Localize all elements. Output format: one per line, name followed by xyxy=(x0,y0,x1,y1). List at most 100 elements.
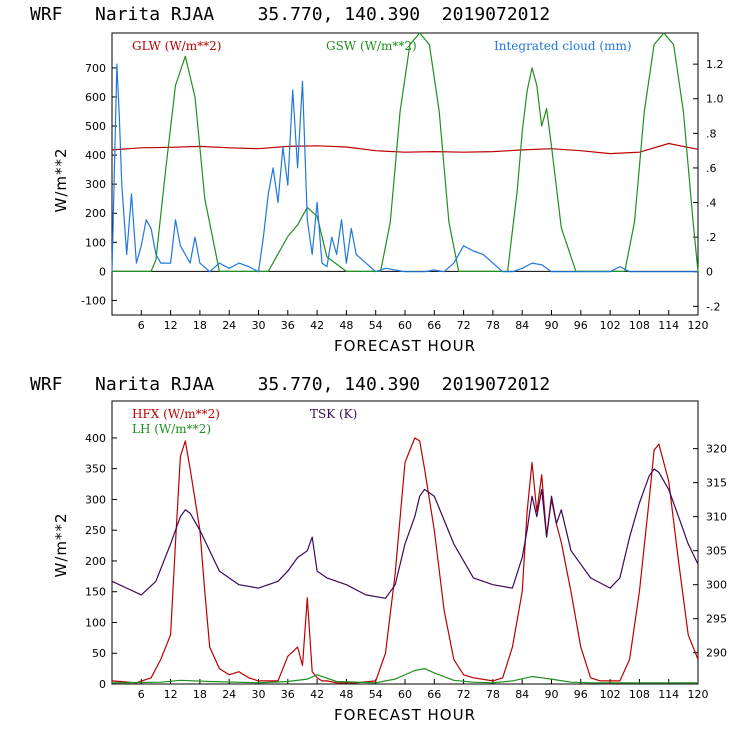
series-lh-line xyxy=(111,667,698,684)
x-tick-label: 120 xyxy=(688,319,709,332)
x-tick-label: 72 xyxy=(457,319,471,332)
x-tick-label: 12 xyxy=(164,688,178,701)
y2-tick-label: .8 xyxy=(706,127,717,140)
series-gsw-line xyxy=(112,32,699,272)
y-tick-label: 400 xyxy=(85,149,106,162)
y2-tick-label: 1.2 xyxy=(706,58,724,71)
x-tick-label: 102 xyxy=(600,688,621,701)
series-tsk-line xyxy=(111,468,699,599)
y-tick-label: 400 xyxy=(85,432,106,445)
y2-tick-label: -.2 xyxy=(706,300,720,313)
chart2-y-ticks: 0 50 100 150 200 250 300 350 400 xyxy=(85,432,117,691)
x-tick-label: 84 xyxy=(515,688,529,701)
y-tick-label: 200 xyxy=(85,555,106,568)
y2-tick-label: 0 xyxy=(706,266,713,279)
x-tick-label: 60 xyxy=(398,688,412,701)
x-tick-label: 108 xyxy=(629,688,650,701)
y2-tick-label: 310 xyxy=(706,511,727,524)
y2-tick-label: 1.0 xyxy=(706,93,724,106)
y-tick-label: 0 xyxy=(99,678,106,691)
y2-tick-label: 305 xyxy=(706,545,727,558)
y-tick-label: 300 xyxy=(85,178,106,191)
chart1-legend-gsw: GSW (W/m**2) xyxy=(326,39,417,53)
y-tick-label: 300 xyxy=(85,493,106,506)
chart2-y2-ticks: 290 295 300 305 310 315 320 xyxy=(693,443,727,660)
x-tick-label: 90 xyxy=(545,688,559,701)
x-tick-label: 114 xyxy=(658,319,679,332)
chart2-xlabel: FORECAST HOUR xyxy=(334,706,476,724)
chart2-legend-hfx: HFX (W/m**2) xyxy=(132,407,220,421)
x-tick-label: 102 xyxy=(600,319,621,332)
series-integrated-line xyxy=(111,63,698,273)
y2-tick-label: .6 xyxy=(706,162,717,175)
chart1-legend-cloud: Integrated cloud (mm) xyxy=(494,39,632,53)
x-tick-label: 84 xyxy=(515,319,529,332)
x-tick-label: 72 xyxy=(457,688,471,701)
chart1-y2-ticks: -.2 0 .2 .4 .6 .8 1.0 1.2 xyxy=(693,58,724,313)
chart1-series-group xyxy=(111,32,699,273)
x-tick-label: 12 xyxy=(164,319,178,332)
y-tick-label: -100 xyxy=(81,294,106,307)
chart2-x-ticks: 6 12 18 24 30 36 42 48 54 60 66 72 78 84 90 96 102 108 114… xyxy=(138,679,709,701)
x-tick-label: 42 xyxy=(310,319,324,332)
x-tick-label: 78 xyxy=(486,688,500,701)
x-tick-label: 60 xyxy=(398,319,412,332)
series-glw-line xyxy=(111,142,699,155)
chart2-legend-lh: LH (W/m**2) xyxy=(132,422,211,436)
x-tick-label: 30 xyxy=(252,688,266,701)
y-tick-label: 500 xyxy=(85,120,106,133)
x-tick-label: 114 xyxy=(658,688,679,701)
x-tick-label: 6 xyxy=(138,319,145,332)
chart2-legend-tsk: TSK (K) xyxy=(310,407,357,421)
y2-tick-label: 295 xyxy=(706,613,727,626)
x-tick-label: 36 xyxy=(281,319,295,332)
x-tick-label: 6 xyxy=(138,688,145,701)
x-tick-label: 96 xyxy=(574,319,588,332)
y2-tick-label: 320 xyxy=(706,443,727,456)
y-tick-label: 100 xyxy=(85,616,106,629)
x-tick-label: 54 xyxy=(369,319,383,332)
chart1-title: WRF Narita RJAA 35.770, 140.390 20190720… xyxy=(30,4,550,25)
x-tick-label: 48 xyxy=(339,319,353,332)
x-tick-label: 66 xyxy=(427,688,441,701)
chart1-legend-glw: GLW (W/m**2) xyxy=(132,39,221,53)
x-tick-label: 54 xyxy=(369,688,383,701)
x-tick-label: 18 xyxy=(193,319,207,332)
y2-tick-label: .2 xyxy=(706,231,717,244)
chart2-ylabel: W/m**2 xyxy=(52,512,70,577)
chart1-y-ticks: -100 0 100 200 300 400 500 600 700 xyxy=(81,62,117,307)
y2-tick-label: 300 xyxy=(706,579,727,592)
x-tick-label: 90 xyxy=(545,319,559,332)
y-tick-label: 700 xyxy=(85,62,106,75)
x-tick-label: 96 xyxy=(574,688,588,701)
x-tick-label: 120 xyxy=(688,688,709,701)
y-tick-label: 150 xyxy=(85,586,106,599)
y-tick-label: 50 xyxy=(92,647,106,660)
x-tick-label: 42 xyxy=(310,688,324,701)
x-tick-label: 108 xyxy=(629,319,650,332)
chart1-ylabel: W/m**2 xyxy=(52,147,70,212)
chart2-title: WRF Narita RJAA 35.770, 140.390 20190720… xyxy=(30,374,550,395)
x-tick-label: 48 xyxy=(339,688,353,701)
y-tick-label: 200 xyxy=(85,207,106,220)
y-tick-label: 0 xyxy=(99,265,106,278)
y-tick-label: 250 xyxy=(85,524,106,537)
x-tick-label: 30 xyxy=(252,319,266,332)
y-tick-label: 600 xyxy=(85,91,106,104)
chart1-x-ticks: 6 12 18 24 30 36 42 48 54 60 66 72 78 84 90 96 102 108 114… xyxy=(138,310,709,332)
y-tick-label: 350 xyxy=(85,463,106,476)
y2-tick-label: 290 xyxy=(706,647,727,660)
x-tick-label: 78 xyxy=(486,319,500,332)
x-tick-label: 66 xyxy=(427,319,441,332)
series-hfx-line xyxy=(111,437,699,684)
y2-tick-label: .4 xyxy=(706,197,717,210)
x-tick-label: 24 xyxy=(222,688,236,701)
y-tick-label: 100 xyxy=(85,236,106,249)
chart1-xlabel: FORECAST HOUR xyxy=(334,337,476,355)
x-tick-label: 36 xyxy=(281,688,295,701)
chart2-series-group xyxy=(111,437,699,684)
x-tick-label: 24 xyxy=(222,319,236,332)
x-tick-label: 18 xyxy=(193,688,207,701)
y2-tick-label: 315 xyxy=(706,477,727,490)
